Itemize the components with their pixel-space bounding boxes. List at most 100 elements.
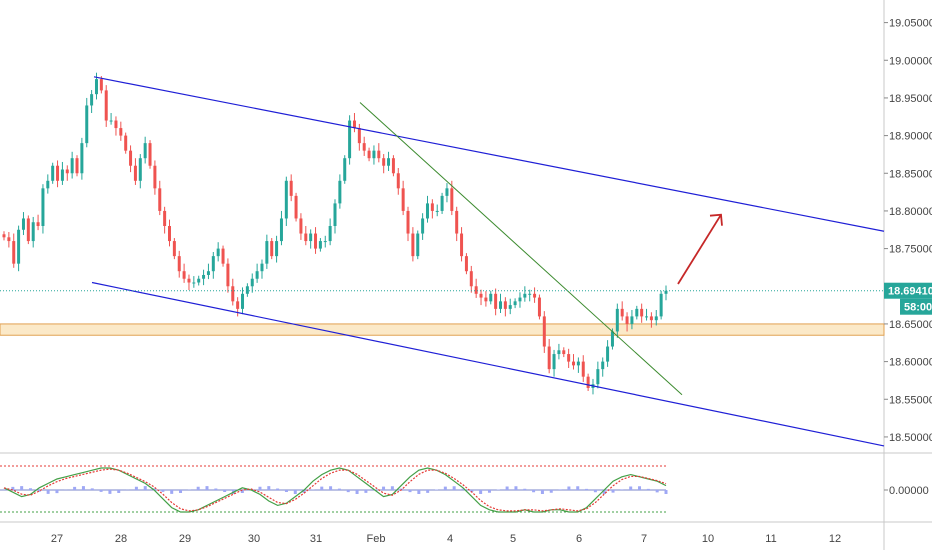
- candle[interactable]: [391, 158, 395, 174]
- candle[interactable]: [469, 271, 473, 287]
- candle[interactable]: [440, 195, 444, 211]
- candle[interactable]: [372, 150, 376, 159]
- candle[interactable]: [620, 308, 624, 317]
- candle[interactable]: [90, 94, 94, 106]
- candle[interactable]: [523, 293, 527, 298]
- candle[interactable]: [333, 203, 337, 226]
- candle[interactable]: [226, 263, 230, 287]
- candle[interactable]: [654, 316, 658, 321]
- candle[interactable]: [572, 361, 576, 366]
- candle[interactable]: [255, 271, 259, 279]
- candle[interactable]: [518, 297, 522, 302]
- candle[interactable]: [421, 218, 425, 234]
- projection-arrow[interactable]: [677, 214, 722, 285]
- candle[interactable]: [479, 293, 483, 298]
- candle[interactable]: [133, 165, 137, 181]
- candle[interactable]: [129, 150, 133, 166]
- oscillator-pane[interactable]: [0, 465, 668, 513]
- candle[interactable]: [56, 165, 60, 181]
- candle[interactable]: [596, 369, 600, 385]
- candle[interactable]: [416, 233, 420, 257]
- candle[interactable]: [12, 241, 16, 264]
- candle[interactable]: [138, 158, 142, 181]
- candle[interactable]: [172, 241, 176, 257]
- candle[interactable]: [362, 143, 366, 151]
- candle[interactable]: [528, 293, 532, 295]
- candle[interactable]: [435, 210, 439, 212]
- candle[interactable]: [158, 188, 162, 211]
- candle[interactable]: [576, 361, 580, 366]
- candle[interactable]: [625, 316, 629, 324]
- candle[interactable]: [645, 316, 649, 318]
- candle[interactable]: [450, 188, 454, 211]
- candle[interactable]: [664, 290, 668, 294]
- oscillator-d-line[interactable]: [3, 468, 667, 512]
- candle[interactable]: [46, 180, 50, 189]
- candle[interactable]: [206, 271, 210, 275]
- candle[interactable]: [455, 210, 459, 234]
- candle[interactable]: [260, 263, 264, 272]
- candle[interactable]: [17, 229, 21, 264]
- candle[interactable]: [396, 173, 400, 189]
- candle[interactable]: [143, 143, 147, 159]
- candle[interactable]: [211, 256, 215, 272]
- candle[interactable]: [659, 293, 663, 317]
- candle[interactable]: [357, 128, 361, 144]
- candle[interactable]: [309, 233, 313, 242]
- candle[interactable]: [581, 361, 585, 377]
- candle[interactable]: [124, 135, 128, 151]
- candle[interactable]: [474, 286, 478, 294]
- candle[interactable]: [279, 218, 283, 242]
- candle[interactable]: [304, 233, 308, 242]
- candle[interactable]: [640, 308, 644, 317]
- candle[interactable]: [36, 222, 40, 226]
- candle[interactable]: [352, 120, 356, 129]
- candle[interactable]: [649, 316, 653, 321]
- candle[interactable]: [615, 308, 619, 332]
- candle[interactable]: [284, 180, 288, 219]
- time-axis[interactable]: 27 28 29 30 31 Feb 4 5 6 7 10 11 12: [51, 533, 841, 545]
- candle[interactable]: [163, 210, 167, 226]
- support-zone[interactable]: [0, 323, 885, 336]
- candle[interactable]: [182, 271, 186, 279]
- candle[interactable]: [85, 105, 89, 144]
- candle[interactable]: [197, 278, 201, 283]
- candle[interactable]: [294, 195, 298, 219]
- candle[interactable]: [250, 278, 254, 287]
- candle[interactable]: [31, 222, 35, 242]
- candle[interactable]: [275, 241, 279, 257]
- descending-trendline[interactable]: [359, 102, 683, 396]
- candle[interactable]: [499, 301, 502, 309]
- candle[interactable]: [610, 331, 614, 347]
- candle[interactable]: [241, 293, 245, 309]
- candle[interactable]: [51, 165, 55, 181]
- candle[interactable]: [109, 120, 113, 122]
- candle[interactable]: [382, 158, 386, 166]
- channel-lower-line[interactable]: [91, 281, 885, 447]
- candle[interactable]: [601, 361, 605, 370]
- candle[interactable]: [635, 308, 639, 317]
- candle[interactable]: [7, 237, 11, 242]
- candle[interactable]: [348, 120, 352, 159]
- candle[interactable]: [70, 158, 74, 174]
- candle[interactable]: [586, 376, 590, 388]
- candle[interactable]: [314, 233, 318, 249]
- candle[interactable]: [567, 354, 571, 362]
- candle[interactable]: [513, 301, 517, 306]
- candle[interactable]: [318, 241, 322, 249]
- candle[interactable]: [411, 233, 415, 257]
- candle[interactable]: [75, 158, 79, 174]
- price-axis[interactable]: 19.05000 19.00000 18.95000 18.90000 18.85000…: [884, 18, 932, 497]
- candle[interactable]: [430, 203, 434, 211]
- candle[interactable]: [338, 180, 342, 204]
- candle[interactable]: [265, 241, 269, 264]
- candle[interactable]: [387, 158, 391, 166]
- candle[interactable]: [270, 241, 274, 257]
- candle[interactable]: [328, 226, 332, 242]
- candle[interactable]: [153, 165, 157, 189]
- candle[interactable]: [187, 278, 191, 283]
- candle[interactable]: [177, 256, 181, 272]
- candle[interactable]: [26, 218, 30, 242]
- candle[interactable]: [119, 128, 123, 136]
